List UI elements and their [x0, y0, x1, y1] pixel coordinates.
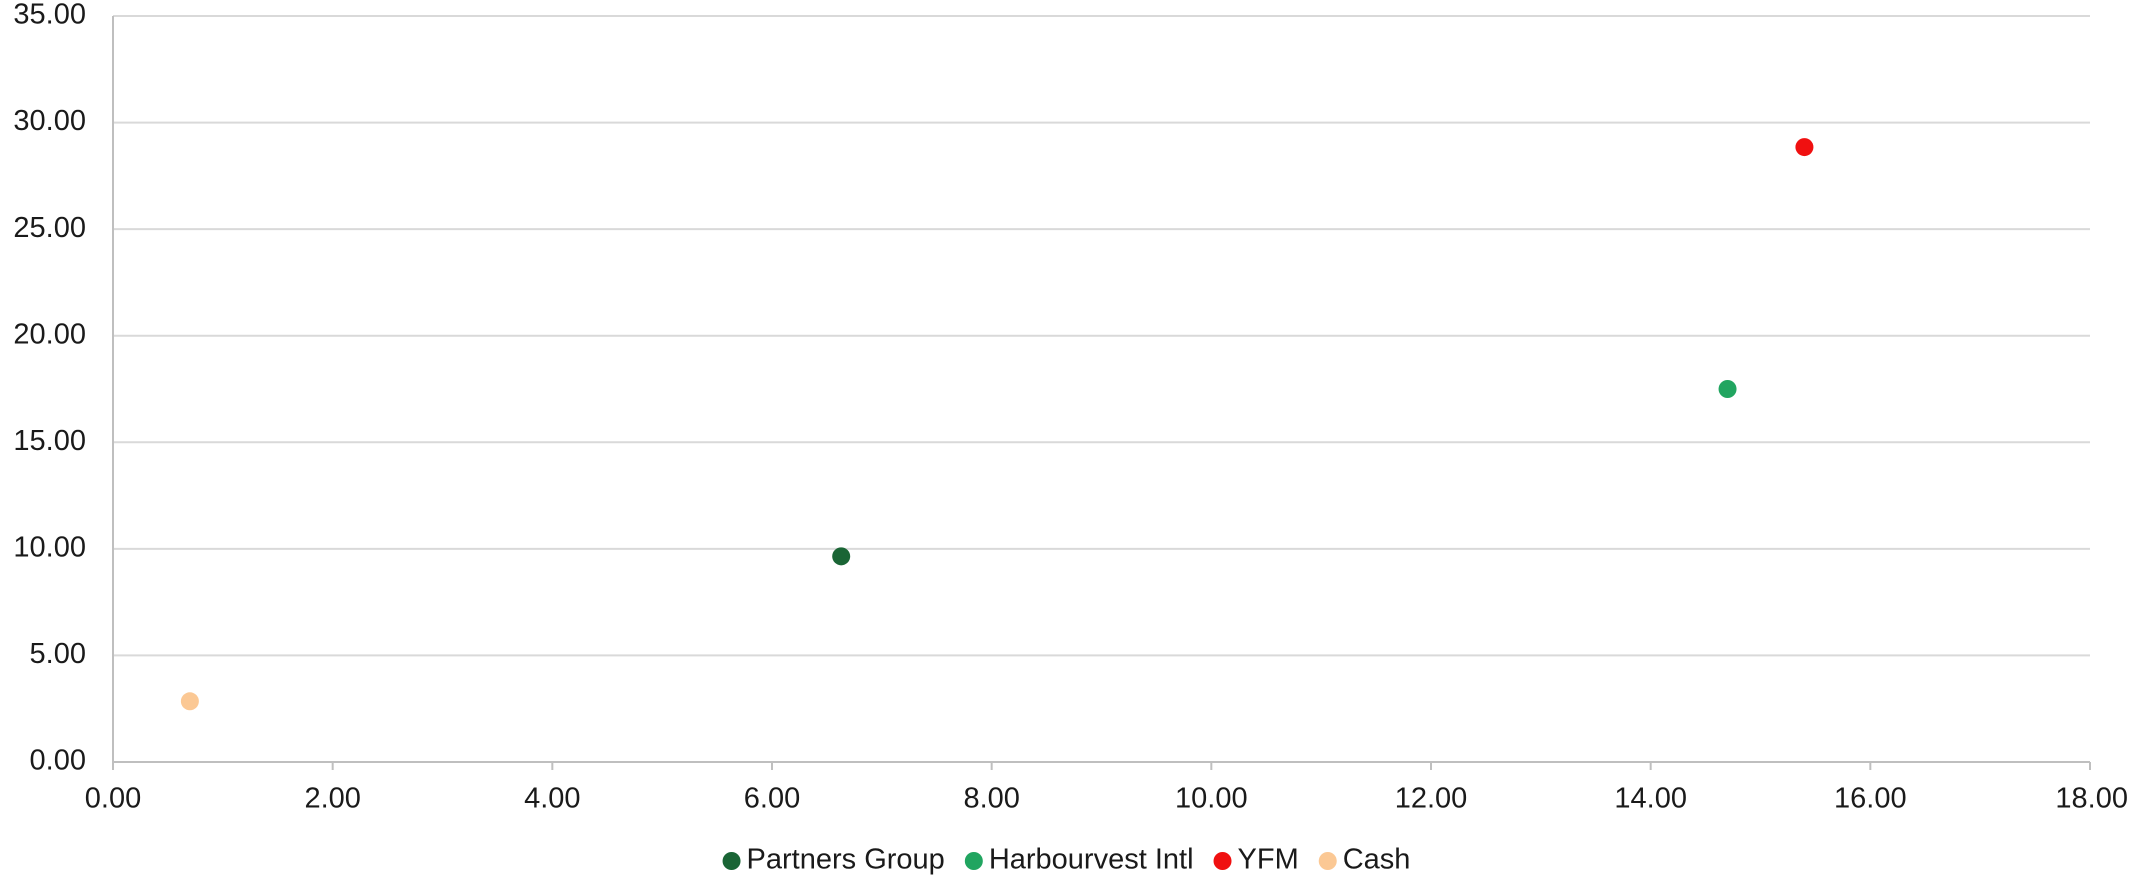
legend-marker	[1318, 852, 1337, 870]
y-tick-label: 25.00	[13, 212, 86, 244]
data-point-yfm	[1795, 138, 1814, 157]
y-tick-label: 0.00	[30, 745, 86, 777]
legend-item: Cash	[1318, 844, 1411, 876]
data-point-partners-group	[832, 547, 851, 566]
data-points	[180, 138, 1814, 711]
x-tick-label: 14.00	[1614, 783, 1687, 815]
legend-marker	[964, 852, 983, 870]
x-tick-labels: 0.00 2.00 4.00 6.00 8.00 10.00 12.00 14.00 16.00…	[85, 783, 2128, 815]
legend-item: Harbourvest Intl	[964, 844, 1194, 876]
gridlines	[113, 15, 2090, 657]
x-tick-label: 18.00	[2055, 783, 2128, 815]
x-tick-label: 0.00	[85, 783, 141, 815]
legend-label: Harbourvest Intl	[989, 844, 1194, 876]
y-tick-label: 15.00	[13, 425, 86, 457]
legend-item: YFM	[1213, 844, 1299, 876]
legend-label: Cash	[1343, 844, 1411, 876]
axes	[112, 16, 2091, 770]
x-tick-label: 2.00	[304, 783, 360, 815]
x-tick-label: 4.00	[524, 783, 580, 815]
x-tick-label: 10.00	[1175, 783, 1248, 815]
x-tick-label: 16.00	[1834, 783, 1907, 815]
y-tick-label: 20.00	[13, 318, 86, 350]
legend-label: Partners Group	[747, 844, 945, 876]
legend-item: Partners Group	[722, 844, 945, 876]
data-point-harbourvest-intl	[1718, 380, 1737, 398]
legend-marker	[722, 852, 741, 870]
x-tick-label: 8.00	[963, 783, 1019, 815]
y-tick-label: 30.00	[13, 105, 86, 137]
legend-marker	[1213, 852, 1232, 870]
y-tick-label: 35.00	[13, 0, 86, 31]
x-tick-label: 12.00	[1395, 783, 1468, 815]
y-tick-label: 5.00	[30, 638, 86, 670]
y-tick-labels: 0.00 5.00 10.00 15.00 20.00 25.00 30.00 35.00	[13, 0, 86, 777]
y-tick-label: 10.00	[13, 532, 86, 564]
data-point-cash	[180, 692, 199, 711]
legend-label: YFM	[1238, 844, 1299, 876]
legend: Partners Group Harbourvest Intl YFM Cash	[722, 844, 1411, 876]
x-tick-label: 6.00	[744, 783, 800, 815]
